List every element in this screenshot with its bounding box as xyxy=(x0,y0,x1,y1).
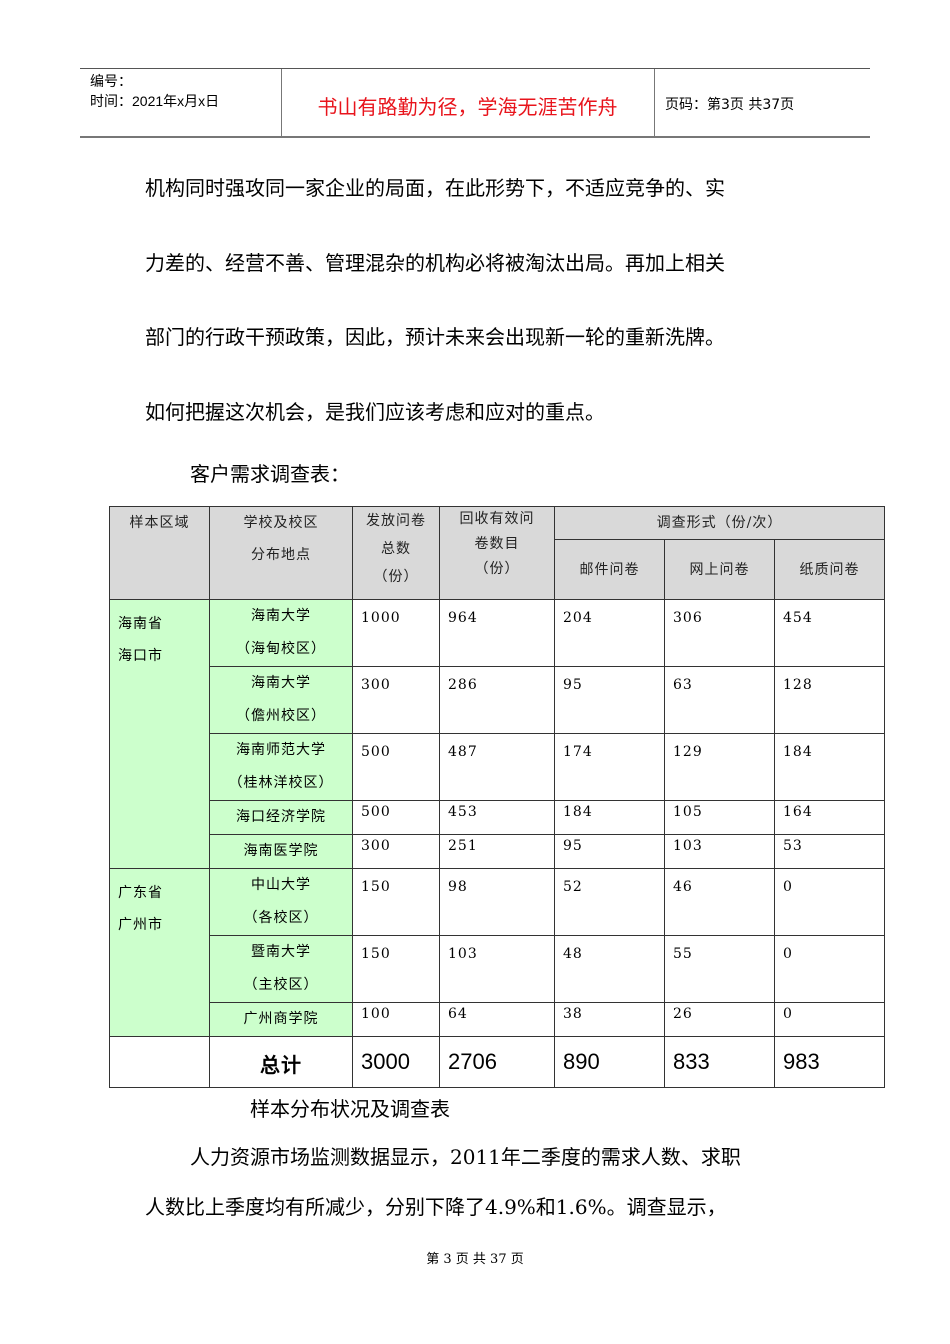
value-cell: 204 xyxy=(554,599,665,667)
value-cell: 454 xyxy=(774,599,885,667)
value-cell: 286 xyxy=(439,666,555,734)
school-cell: 广州商学院 xyxy=(209,1002,353,1037)
motto: 书山有路勤为径，学海无涯苦作舟 xyxy=(317,95,618,119)
header-region: 样本区域 xyxy=(109,506,210,600)
region-cell: 海南省 海口市 xyxy=(109,599,210,869)
school-cell: 海南大学 （儋州校区） xyxy=(209,666,353,734)
page-number-label: 页码：第3页 共37页 xyxy=(665,97,795,113)
value-cell: 174 xyxy=(554,733,665,801)
paragraph-line: 部门的行政干预政策，因此，预计未来会出现新一轮的重新洗牌。 xyxy=(145,325,725,349)
value-cell: 48 xyxy=(554,935,665,1003)
table-row: 海南省 海口市 海南大学 （海甸校区） 1000 964 204 306 454 xyxy=(109,599,885,869)
value-cell: 0 xyxy=(774,1002,885,1037)
paragraph-line: 机构同时强攻同一家企业的局面，在此形势下，不适应竞争的、实 xyxy=(145,176,725,200)
value-cell: 150 xyxy=(352,868,440,936)
value-cell: 38 xyxy=(554,1002,665,1037)
value-cell: 251 xyxy=(439,834,555,869)
value-cell: 306 xyxy=(664,599,775,667)
total-value: 890 xyxy=(554,1036,665,1088)
value-cell: 95 xyxy=(554,834,665,869)
value-cell: 0 xyxy=(774,935,885,1003)
value-cell: 487 xyxy=(439,733,555,801)
total-value: 833 xyxy=(664,1036,775,1088)
value-cell: 300 xyxy=(352,666,440,734)
table-row: 广州商学院 100 64 38 26 0 xyxy=(110,1002,885,1037)
table-row: 海口经济学院 500 453 184 105 164 xyxy=(110,800,885,835)
table-row: 海南大学 （儋州校区） 300 286 95 63 128 xyxy=(110,666,885,734)
region-cell: 广东省 广州市 xyxy=(109,868,210,1037)
value-cell: 1000 xyxy=(352,599,440,667)
total-row: 总计 3000 2706 890 833 983 xyxy=(109,1036,885,1088)
total-label: 总计 xyxy=(209,1036,353,1088)
value-cell: 46 xyxy=(664,868,775,936)
value-cell: 100 xyxy=(352,1002,440,1037)
value-cell: 98 xyxy=(439,868,555,936)
header-online: 网上问卷 xyxy=(664,539,775,600)
table-row: 海南医学院 300 251 95 103 53 xyxy=(110,834,885,869)
total-value: 3000 xyxy=(352,1036,440,1088)
header-issued: 发放问卷 总数 （份） xyxy=(352,506,440,600)
divider xyxy=(654,69,655,136)
value-cell: 184 xyxy=(554,800,665,835)
header-returned: 回收有效问 卷数目 （份） xyxy=(439,506,555,600)
value-cell: 453 xyxy=(439,800,555,835)
table-caption: 样本分布状况及调查表 xyxy=(250,1097,450,1121)
paragraph-line: 如何把握这次机会，是我们应该考虑和应对的重点。 xyxy=(145,400,605,424)
value-cell: 95 xyxy=(554,666,665,734)
school-cell: 海南医学院 xyxy=(209,834,353,869)
table-row: 海南师范大学 （桂林洋校区） 500 487 174 129 184 xyxy=(110,733,885,801)
value-cell: 964 xyxy=(439,599,555,667)
doc-date-label: 时间：2021年x月x日 xyxy=(90,93,220,109)
value-cell: 164 xyxy=(774,800,885,835)
header-mail: 邮件问卷 xyxy=(554,539,665,600)
paragraph-line: 力差的、经营不善、管理混杂的机构必将被淘汰出局。再加上相关 xyxy=(145,251,725,275)
school-cell: 海口经济学院 xyxy=(209,800,353,835)
doc-id-label: 编号： xyxy=(90,73,132,89)
value-cell: 63 xyxy=(664,666,775,734)
value-cell: 26 xyxy=(664,1002,775,1037)
value-cell: 500 xyxy=(352,800,440,835)
header-form: 调查形式（份/次） xyxy=(554,506,885,540)
school-cell: 海南师范大学 （桂林洋校区） xyxy=(209,733,353,801)
value-cell: 103 xyxy=(439,935,555,1003)
school-cell: 中山大学 （各校区） xyxy=(209,868,353,936)
page-header: 编号： 时间：2021年x月x日 书山有路勤为径，学海无涯苦作舟 页码：第3页 共… xyxy=(80,68,870,138)
value-cell: 52 xyxy=(554,868,665,936)
school-cell: 海南大学 （海甸校区） xyxy=(209,599,353,667)
school-cell: 暨南大学 （主校区） xyxy=(209,935,353,1003)
value-cell: 0 xyxy=(774,868,885,936)
total-value: 2706 xyxy=(439,1036,555,1088)
value-cell: 64 xyxy=(439,1002,555,1037)
value-cell: 300 xyxy=(352,834,440,869)
divider xyxy=(281,69,282,136)
table-title: 客户需求调查表： xyxy=(190,462,350,486)
page-footer: 第 3 页 共 37 页 xyxy=(426,1252,524,1267)
paragraph-line: 人数比上季度均有所减少，分别下降了4.9%和1.6%。调查显示， xyxy=(145,1195,727,1219)
value-cell: 150 xyxy=(352,935,440,1003)
value-cell: 500 xyxy=(352,733,440,801)
table-row: 广东省 广州市 中山大学 （各校区） 150 98 52 46 0 xyxy=(109,868,885,1037)
value-cell: 128 xyxy=(774,666,885,734)
survey-table: 样本区域 学校及校区 分布地点 发放问卷 总数 （份） 回收有效问 卷数目 （份） 调查形… xyxy=(109,506,885,1088)
value-cell: 103 xyxy=(664,834,775,869)
value-cell: 105 xyxy=(664,800,775,835)
value-cell: 53 xyxy=(774,834,885,869)
header-school: 学校及校区 分布地点 xyxy=(209,506,353,600)
value-cell: 184 xyxy=(774,733,885,801)
paragraph-line: 人力资源市场监测数据显示，2011年二季度的需求人数、求职 xyxy=(190,1145,741,1169)
empty-cell xyxy=(109,1036,210,1088)
total-value: 983 xyxy=(774,1036,885,1088)
value-cell: 129 xyxy=(664,733,775,801)
value-cell: 55 xyxy=(664,935,775,1003)
table-row: 暨南大学 （主校区） 150 103 48 55 0 xyxy=(110,935,885,1003)
header-paper: 纸质问卷 xyxy=(774,539,885,600)
